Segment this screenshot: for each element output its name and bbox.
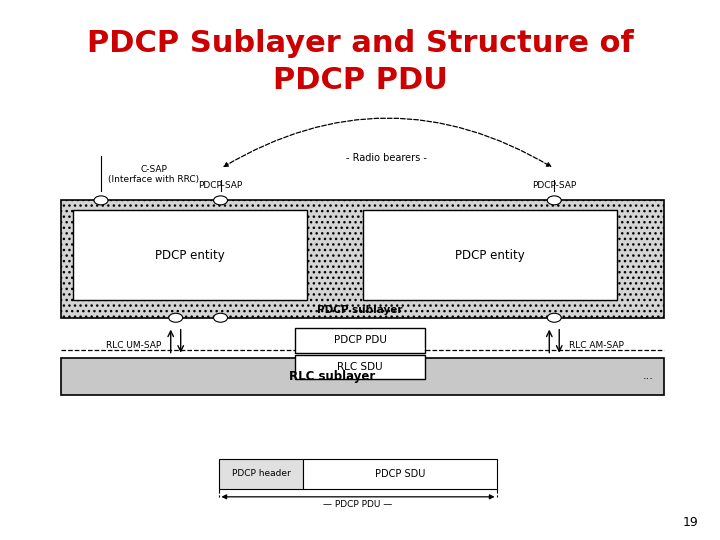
Bar	[303, 459, 498, 489]
Bar	[61, 357, 664, 395]
Text: 19: 19	[683, 516, 698, 529]
Ellipse shape	[168, 313, 183, 322]
Bar	[61, 200, 664, 318]
FancyArrowPatch shape	[224, 118, 551, 166]
Ellipse shape	[214, 196, 228, 205]
Bar	[295, 328, 425, 353]
Text: PDCP PDU: PDCP PDU	[333, 335, 387, 345]
Text: PDCP PDU: PDCP PDU	[273, 66, 447, 96]
Text: ...: ...	[643, 372, 654, 381]
Text: PDCP-SAP: PDCP-SAP	[532, 181, 577, 191]
Text: RLC AM-SAP: RLC AM-SAP	[570, 341, 624, 350]
Ellipse shape	[547, 313, 561, 322]
Text: PDCP SDU: PDCP SDU	[375, 469, 426, 479]
Text: RLC UM-SAP: RLC UM-SAP	[106, 341, 161, 350]
Ellipse shape	[214, 313, 228, 322]
Text: RLC sublayer: RLC sublayer	[289, 370, 376, 383]
Bar	[295, 355, 425, 380]
Text: PDCP entity: PDCP entity	[455, 248, 525, 261]
Bar	[219, 459, 303, 489]
Bar	[363, 210, 617, 300]
Text: RLC SDU: RLC SDU	[337, 362, 383, 372]
Text: PDCP Sublayer and Structure of: PDCP Sublayer and Structure of	[86, 29, 634, 58]
Ellipse shape	[94, 196, 108, 205]
Text: PDCP-SAP: PDCP-SAP	[199, 181, 243, 191]
Text: C-SAP
(Interface with RRC): C-SAP (Interface with RRC)	[108, 165, 199, 185]
Text: - Radio bearers -: - Radio bearers -	[346, 153, 428, 163]
Ellipse shape	[547, 196, 561, 205]
Text: — PDCP PDU —: — PDCP PDU —	[323, 500, 392, 509]
Text: PDCP entity: PDCP entity	[156, 248, 225, 261]
Text: ...: ...	[650, 254, 659, 264]
Text: PDCP header: PDCP header	[232, 469, 290, 478]
Bar	[73, 210, 307, 300]
Text: PDCP sublayer: PDCP sublayer	[318, 305, 402, 315]
